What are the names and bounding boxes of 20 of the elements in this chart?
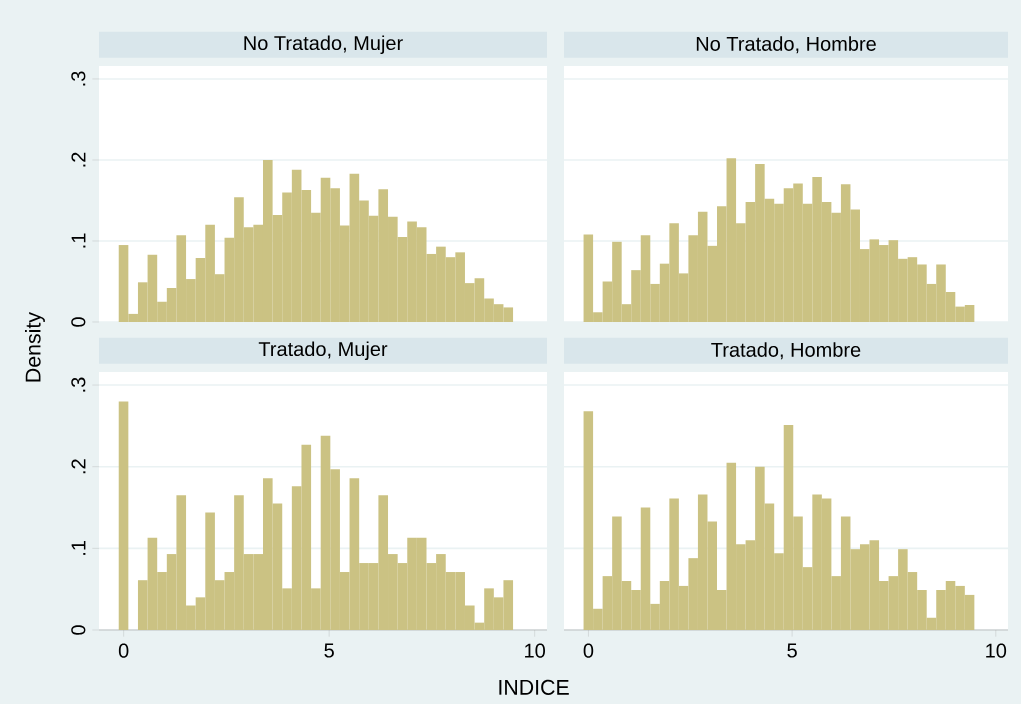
- x-tick-label: 10: [525, 643, 545, 658]
- chart-title: Tratado, Hombre: [711, 342, 861, 360]
- y-tick-label: 0: [71, 625, 86, 635]
- y-axis-title: Density: [25, 312, 45, 382]
- y-tick-label: .3: [71, 71, 86, 86]
- x-axis-title: INDICE: [499, 679, 569, 695]
- x-tick-label: 10: [986, 643, 1007, 658]
- x-tick-label: 0: [583, 643, 594, 658]
- chart-title: Tratado, Mujer: [258, 341, 388, 361]
- y-tick-label: .1: [71, 540, 86, 555]
- chart-title: No Tratado, Hombre: [696, 36, 876, 54]
- x-tick-label: 5: [787, 643, 797, 658]
- y-tick-label: .1: [71, 233, 86, 248]
- x-tick-label: 5: [324, 643, 334, 658]
- y-tick-label: .2: [71, 459, 86, 474]
- y-tick-label: .3: [71, 377, 86, 392]
- x-tick-label: 0: [118, 643, 129, 658]
- y-tick-label: .2: [71, 152, 86, 167]
- y-tick-label: 0: [71, 317, 86, 327]
- chart-title: No Tratado, Mujer: [244, 35, 403, 55]
